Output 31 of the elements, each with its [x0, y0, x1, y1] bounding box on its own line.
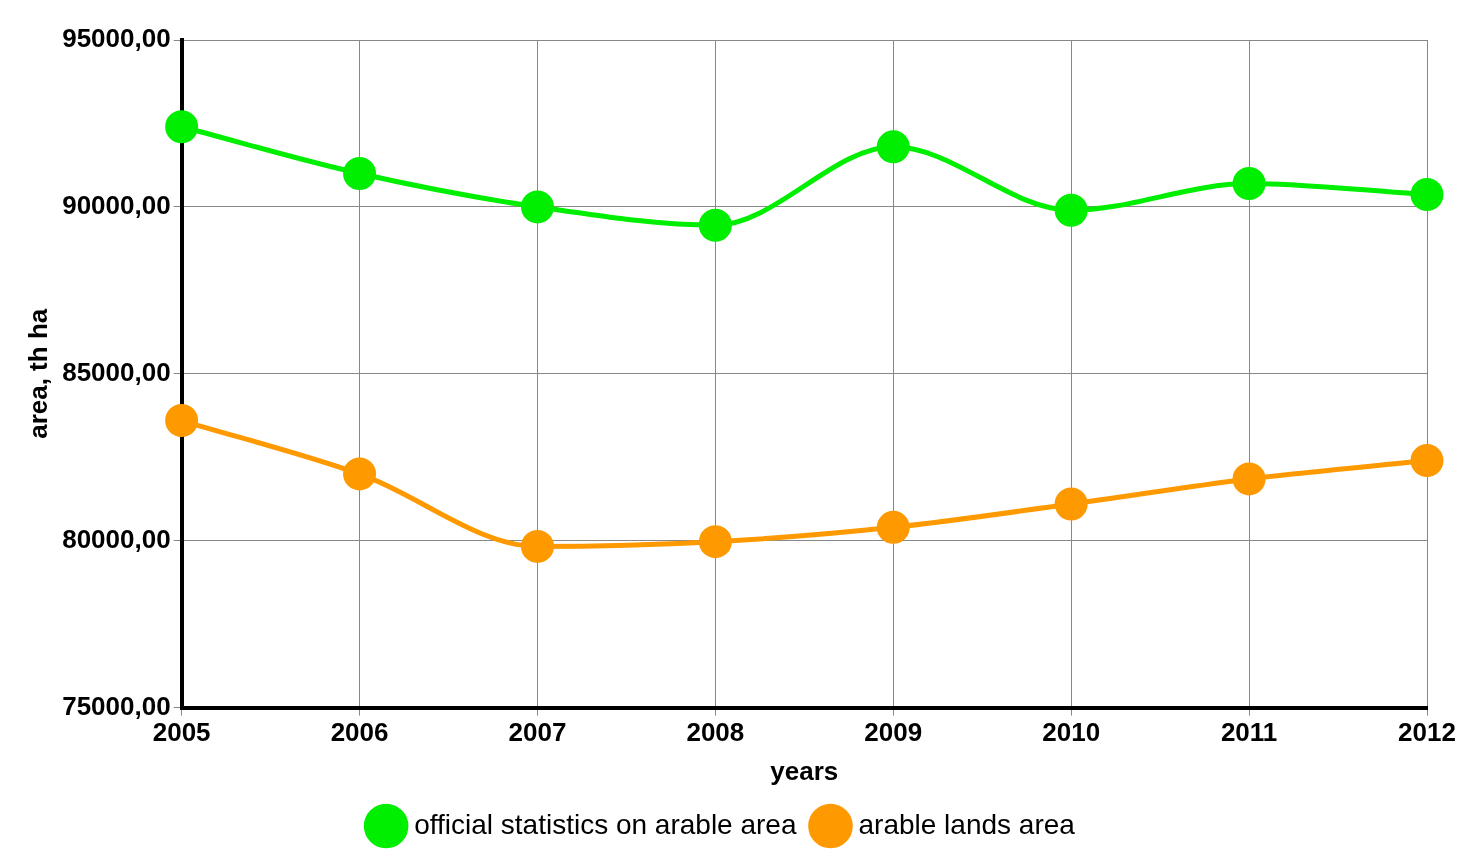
point: [876, 130, 910, 164]
point: [1232, 462, 1266, 496]
x-tick-label: 2008: [686, 717, 745, 748]
point: [1054, 193, 1088, 227]
y-tick-label: 80000,00: [62, 523, 171, 554]
point: [520, 190, 554, 224]
point: [343, 157, 377, 191]
point: [165, 110, 199, 144]
y-tick-label: 85000,00: [62, 356, 171, 387]
x-tick-label: 2010: [1042, 717, 1101, 748]
y-tick-label: 90000,00: [62, 190, 171, 221]
point: [698, 525, 732, 559]
point: [876, 510, 910, 544]
x-tick-label: 2011: [1220, 717, 1278, 748]
point: [520, 529, 554, 563]
point: [1410, 178, 1444, 212]
point: [343, 457, 377, 491]
point: [165, 404, 199, 438]
y-axis-title: area, th ha: [22, 308, 53, 439]
point: [1054, 487, 1088, 521]
x-tick-label: 2006: [330, 717, 389, 748]
point: [1232, 167, 1266, 201]
legend-label: official statistics on arable area: [414, 808, 797, 840]
x-tick-label: 2012: [1398, 717, 1456, 748]
point: [698, 208, 732, 242]
legend-label: arable lands area: [858, 808, 1076, 840]
x-axis-title: years: [770, 755, 839, 786]
x-tick-label: 2007: [508, 717, 567, 748]
x-tick-label: 2009: [864, 717, 923, 748]
point: [1410, 444, 1444, 478]
y-tick-label: 95000,00: [62, 23, 171, 54]
